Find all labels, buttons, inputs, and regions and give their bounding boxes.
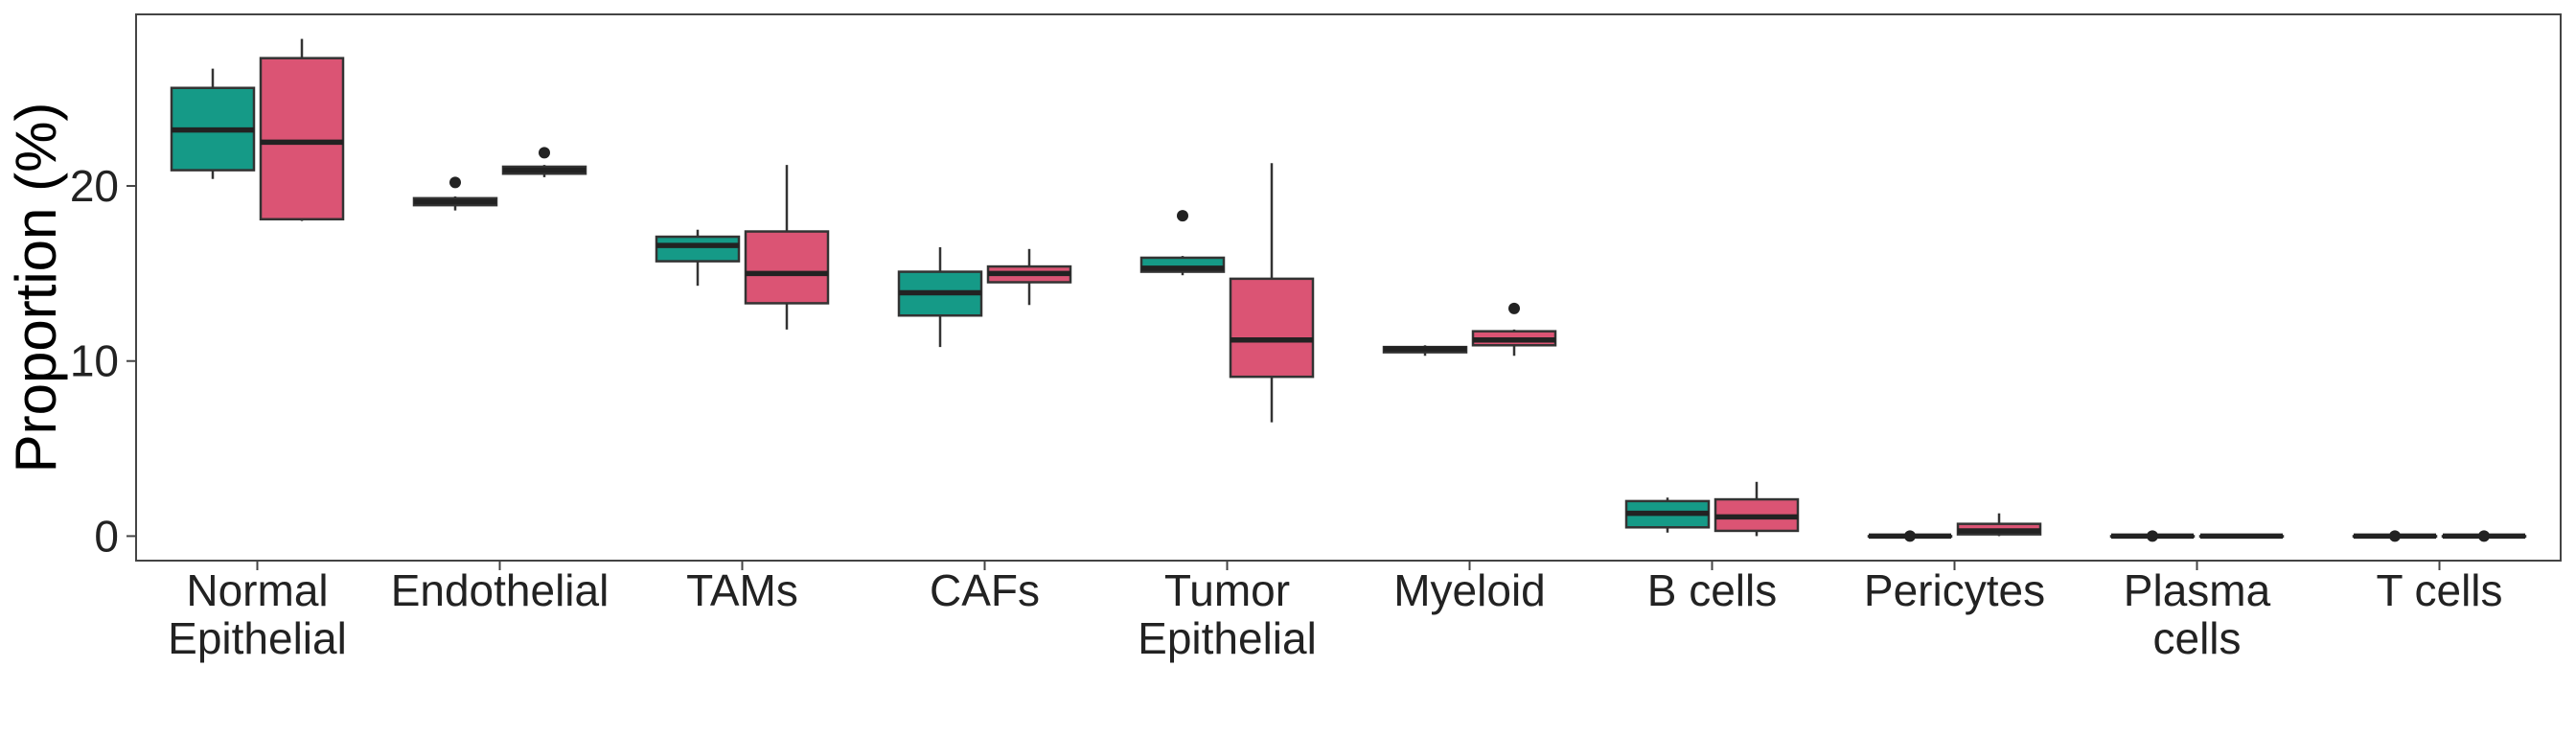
box-series bbox=[170, 38, 2527, 542]
iqr-box bbox=[744, 230, 830, 305]
box-2-1 bbox=[259, 38, 345, 221]
box-1-2 bbox=[412, 176, 498, 211]
iqr-box bbox=[655, 235, 741, 263]
x-tick-label: Tumor Epithelial bbox=[1138, 565, 1317, 663]
y-tick-label: 0 bbox=[94, 511, 119, 561]
outlier-point bbox=[2478, 530, 2490, 542]
x-axis: Normal Epithelial Endothelial TAMs CAFs Tumor… bbox=[168, 561, 2503, 663]
x-tick-label: Plasma cells bbox=[2124, 565, 2271, 663]
box-1-5 bbox=[1139, 210, 1226, 276]
y-tick-label: 10 bbox=[70, 336, 119, 386]
box-1-7 bbox=[1624, 497, 1711, 533]
box-2-3 bbox=[744, 165, 830, 330]
box-1-6 bbox=[1382, 345, 1468, 356]
outlier-point bbox=[1904, 530, 1916, 542]
iqr-box bbox=[259, 57, 345, 220]
y-tick-label: 20 bbox=[70, 161, 119, 211]
iqr-box bbox=[1229, 277, 1315, 379]
outlier-point bbox=[539, 147, 550, 159]
x-tick-label: Myeloid bbox=[1393, 565, 1546, 615]
outlier-point bbox=[449, 176, 461, 189]
box-2-4 bbox=[986, 248, 1072, 306]
box-1-3 bbox=[655, 229, 741, 287]
outlier-point bbox=[1177, 210, 1188, 222]
x-tick-label: Endothelial bbox=[391, 565, 610, 615]
outlier-point bbox=[2389, 530, 2401, 542]
box-1-1 bbox=[170, 68, 256, 179]
box-1-8 bbox=[1867, 530, 1953, 542]
x-tick-label: Pericytes bbox=[1864, 565, 2045, 615]
x-tick-label: B cells bbox=[1647, 565, 1777, 615]
box-1-4 bbox=[897, 246, 983, 348]
outlier-point bbox=[2147, 530, 2158, 542]
box-2-6 bbox=[1471, 302, 1557, 356]
box-1-10 bbox=[2352, 530, 2438, 542]
box-2-7 bbox=[1714, 481, 1800, 537]
box-1-9 bbox=[2109, 530, 2196, 542]
box-2-5 bbox=[1229, 163, 1315, 423]
box-2-9 bbox=[2198, 533, 2285, 540]
y-axis: 0 10 20 bbox=[70, 161, 136, 561]
y-axis-title: Proportion (%) bbox=[4, 103, 68, 473]
x-tick-label: T cells bbox=[2376, 565, 2502, 615]
plot-panel bbox=[135, 13, 2562, 562]
x-tick-label: TAMs bbox=[686, 565, 798, 615]
outlier-point bbox=[1508, 302, 1520, 314]
x-tick-label: Normal Epithelial bbox=[168, 565, 347, 663]
box-2-2 bbox=[501, 147, 587, 177]
x-tick-label: CAFs bbox=[930, 565, 1040, 615]
box-2-8 bbox=[1956, 513, 2042, 537]
box-2-10 bbox=[2441, 530, 2527, 542]
